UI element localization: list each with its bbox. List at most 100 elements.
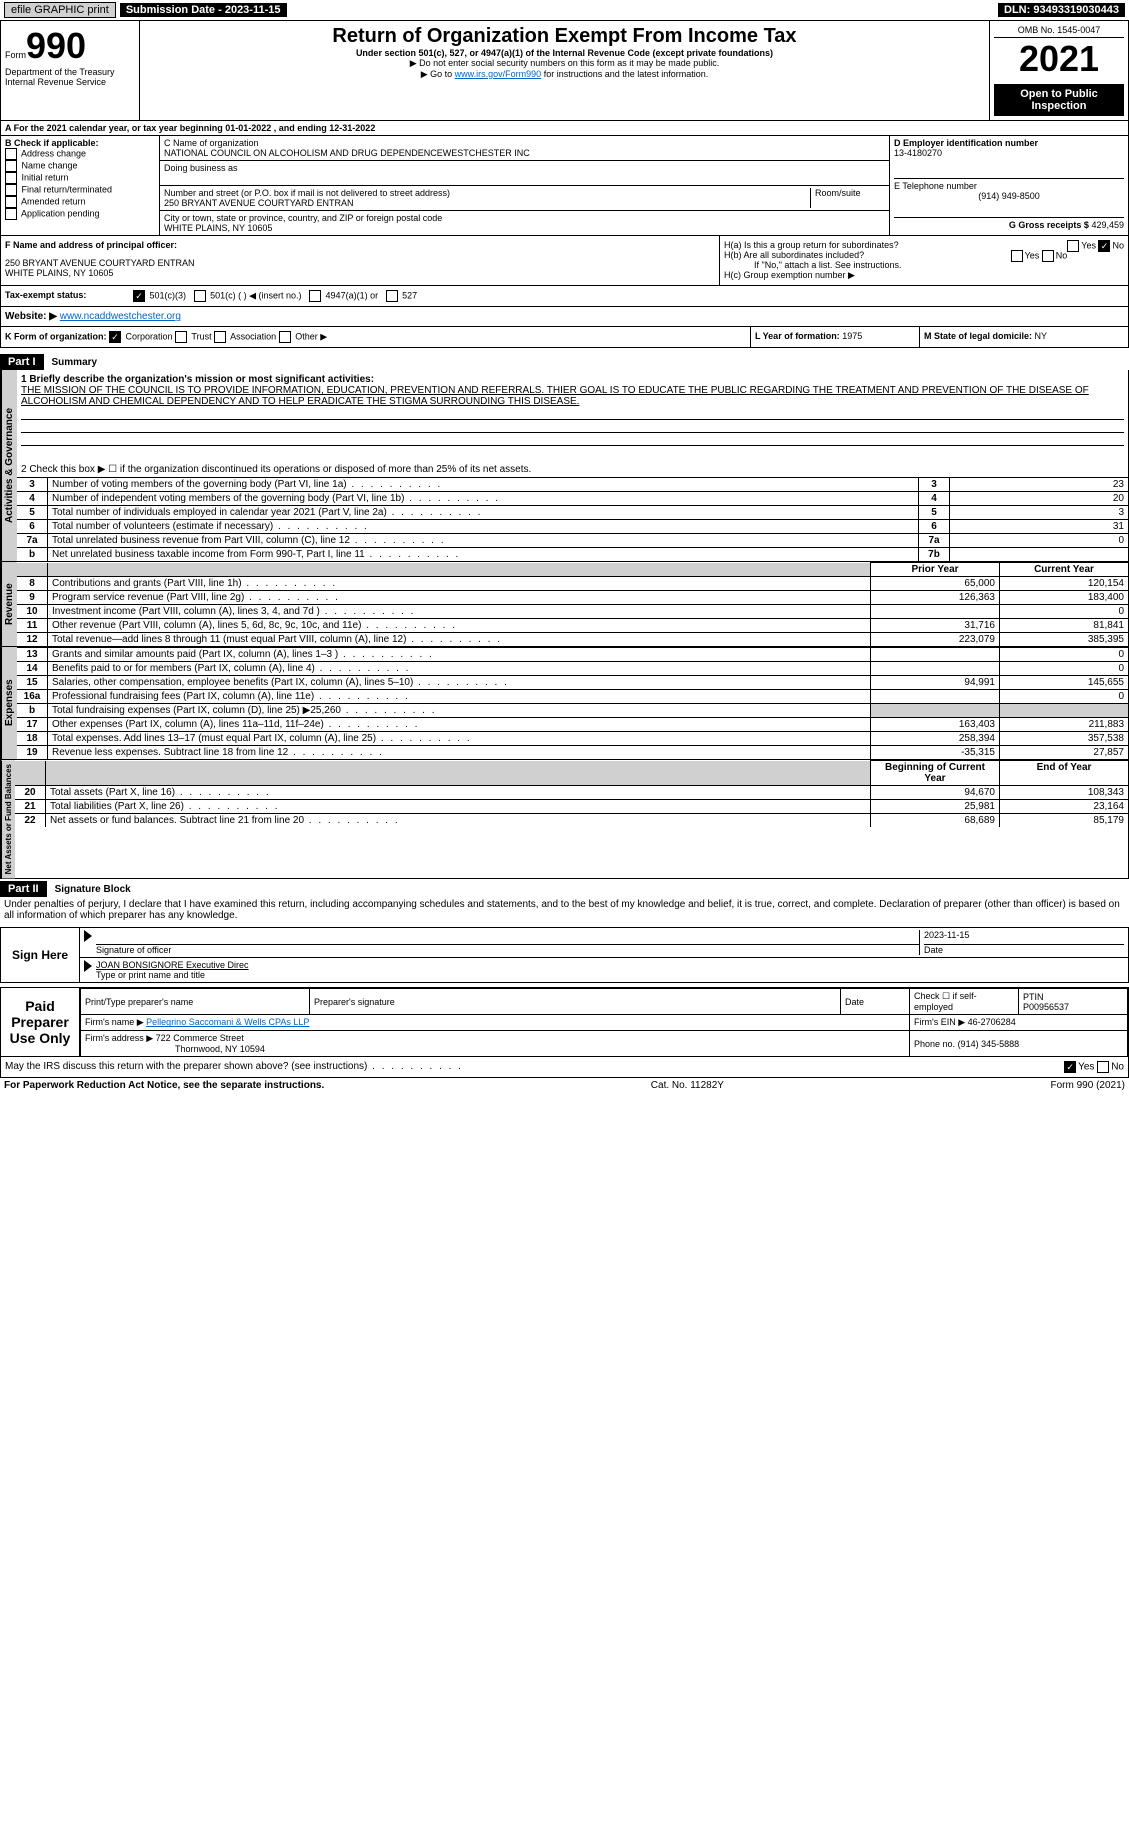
- 4947-checkbox[interactable]: [309, 290, 321, 302]
- vtab-netassets: Net Assets or Fund Balances: [1, 760, 15, 878]
- discuss-no-checkbox[interactable]: [1097, 1061, 1109, 1073]
- firm-name-link[interactable]: Pellegrino Saccomani & Wells CPAs LLP: [146, 1017, 309, 1027]
- check-self-employed: Check ☐ if self-employed: [910, 989, 1019, 1015]
- sig-date-label: Date: [924, 945, 943, 955]
- paid-preparer-block: Paid Preparer Use Only Print/Type prepar…: [0, 987, 1129, 1057]
- ein: 13-4180270: [894, 148, 1124, 158]
- officer-name: JOAN BONSIGNORE Executive Direc: [96, 960, 1124, 970]
- firm-addr1: 722 Commerce Street: [156, 1033, 244, 1043]
- opt-527: 527: [402, 290, 417, 300]
- page-footer: For Paperwork Reduction Act Notice, see …: [0, 1078, 1129, 1093]
- phone: (914) 949-8500: [894, 191, 1124, 201]
- dept-treasury: Department of the Treasury: [5, 67, 135, 77]
- section-k: K Form of organization: ✓ Corporation Tr…: [1, 327, 750, 347]
- k-label: K Form of organization:: [5, 331, 107, 341]
- q1-label: 1 Briefly describe the organization's mi…: [21, 374, 1124, 385]
- q2-line: 2 Check this box ▶ ☐ if the organization…: [17, 462, 1128, 477]
- hb-no-checkbox[interactable]: [1042, 250, 1054, 262]
- section-f: F Name and address of principal officer:…: [1, 236, 719, 285]
- corp-checkbox[interactable]: ✓: [109, 331, 121, 343]
- ssn-warning: ▶ Do not enter social security numbers o…: [144, 58, 985, 69]
- ha-no-checkbox[interactable]: ✓: [1098, 240, 1110, 252]
- mission-text: THE MISSION OF THE COUNCIL IS TO PROVIDE…: [21, 385, 1124, 407]
- form-title: Return of Organization Exempt From Incom…: [144, 25, 985, 48]
- section-m: M State of legal domicile: NY: [919, 327, 1128, 347]
- tax-exempt-opts: ✓ 501(c)(3) 501(c) ( ) ◀ (insert no.) 49…: [129, 286, 1128, 306]
- q1-block: 1 Briefly describe the organization's mi…: [17, 370, 1128, 462]
- topbar: efile GRAPHIC print Submission Date - 20…: [0, 0, 1129, 20]
- room-suite: Room/suite: [810, 188, 885, 208]
- hc-label: H(c) Group exemption number ▶: [724, 270, 1124, 281]
- vtab-revenue: Revenue: [1, 562, 17, 646]
- netassets-table: Beginning of Current YearEnd of Year20To…: [15, 760, 1128, 827]
- street-label: Number and street (or P.O. box if mail i…: [164, 188, 450, 198]
- officer-addr1: 250 BRYANT AVENUE COURTYARD ENTRAN: [5, 258, 715, 268]
- footer-center: Cat. No. 11282Y: [651, 1080, 724, 1091]
- website-link[interactable]: www.ncaddwestchester.org: [60, 311, 181, 322]
- part2-title: Signature Block: [47, 884, 131, 895]
- sign-here-label: Sign Here: [1, 928, 80, 982]
- part1-title: Summary: [44, 357, 98, 368]
- arrow-icon: [84, 930, 92, 942]
- irs-link[interactable]: www.irs.gov/Form990: [455, 69, 542, 79]
- section-b: B Check if applicable: Address change Na…: [1, 136, 160, 235]
- g-line: G Gross receipts $ 429,459: [894, 217, 1124, 230]
- m-label: M State of legal domicile:: [924, 331, 1032, 341]
- opt-501c: 501(c) ( ) ◀ (insert no.): [210, 290, 301, 300]
- prep-sig-label: Preparer's signature: [310, 989, 841, 1015]
- other-checkbox[interactable]: [279, 331, 291, 343]
- efile-label: efile GRAPHIC print: [4, 2, 116, 18]
- l-label: L Year of formation:: [755, 331, 840, 341]
- f-label: F Name and address of principal officer:: [5, 240, 715, 250]
- yes-label2: Yes: [1025, 250, 1040, 260]
- firm-phone: (914) 345-5888: [958, 1039, 1020, 1049]
- revenue-table: Prior YearCurrent Year8Contributions and…: [17, 562, 1128, 646]
- ptin-value: P00956537: [1023, 1002, 1069, 1012]
- trust-checkbox[interactable]: [175, 331, 187, 343]
- vtab-expenses: Expenses: [1, 647, 17, 759]
- opt-trust: Trust: [191, 331, 211, 341]
- i-label: Tax-exempt status:: [1, 286, 129, 306]
- section-l: L Year of formation: 1975: [750, 327, 919, 347]
- goto-post: for instructions and the latest informat…: [541, 69, 708, 79]
- sig-date-value: 2023-11-15: [924, 930, 1124, 945]
- discuss-no-label: No: [1111, 1062, 1124, 1073]
- 527-checkbox[interactable]: [386, 290, 398, 302]
- firm-ein: 46-2706284: [968, 1017, 1016, 1027]
- prep-name-label: Print/Type preparer's name: [81, 989, 310, 1015]
- arrow-icon: [84, 960, 92, 972]
- form-subtitle: Under section 501(c), 527, or 4947(a)(1)…: [144, 48, 985, 58]
- e-label: E Telephone number: [894, 178, 1124, 191]
- ha-yes-checkbox[interactable]: [1067, 240, 1079, 252]
- governance-table: 3Number of voting members of the governi…: [17, 477, 1128, 561]
- paid-preparer-label: Paid Preparer Use Only: [1, 988, 80, 1056]
- discuss-yes-label: Yes: [1078, 1062, 1094, 1073]
- org-name: NATIONAL COUNCIL ON ALCOHOLISM AND DRUG …: [164, 148, 530, 158]
- opt-assoc: Association: [230, 331, 276, 341]
- b-label: B Check if applicable:: [5, 138, 155, 148]
- discuss-yes-checkbox[interactable]: ✓: [1064, 1061, 1076, 1073]
- footer-right: Form 990 (2021): [1051, 1080, 1125, 1091]
- section-h: H(a) Is this a group return for subordin…: [719, 236, 1128, 285]
- yes-label: Yes: [1081, 240, 1096, 250]
- no-label2: No: [1056, 250, 1068, 260]
- section-deg: D Employer identification number 13-4180…: [889, 136, 1128, 235]
- street: 250 BRYANT AVENUE COURTYARD ENTRAN: [164, 198, 354, 208]
- opt-4947: 4947(a)(1) or: [326, 290, 379, 300]
- assoc-checkbox[interactable]: [214, 331, 226, 343]
- signature-block: Sign Here Signature of officer2023-11-15…: [0, 927, 1129, 983]
- type-name-label: Type or print name and title: [96, 970, 205, 980]
- hb-yes-checkbox[interactable]: [1011, 250, 1023, 262]
- 501c3-checkbox[interactable]: ✓: [133, 290, 145, 302]
- goto-pre: ▶ Go to: [421, 69, 455, 79]
- discuss-question: May the IRS discuss this return with the…: [5, 1061, 1064, 1073]
- section-c: C Name of organizationNATIONAL COUNCIL O…: [160, 136, 889, 235]
- d-label: D Employer identification number: [894, 138, 1124, 148]
- dln: DLN: 93493319030443: [998, 3, 1125, 17]
- ptin-label: PTIN: [1023, 992, 1044, 1002]
- 501c-checkbox[interactable]: [194, 290, 206, 302]
- vtab-governance: Activities & Governance: [1, 370, 17, 561]
- discuss-line: May the IRS discuss this return with the…: [0, 1057, 1129, 1078]
- section-j: Website: ▶ www.ncaddwestchester.org: [1, 306, 1128, 326]
- firm-phone-label: Phone no.: [914, 1039, 955, 1049]
